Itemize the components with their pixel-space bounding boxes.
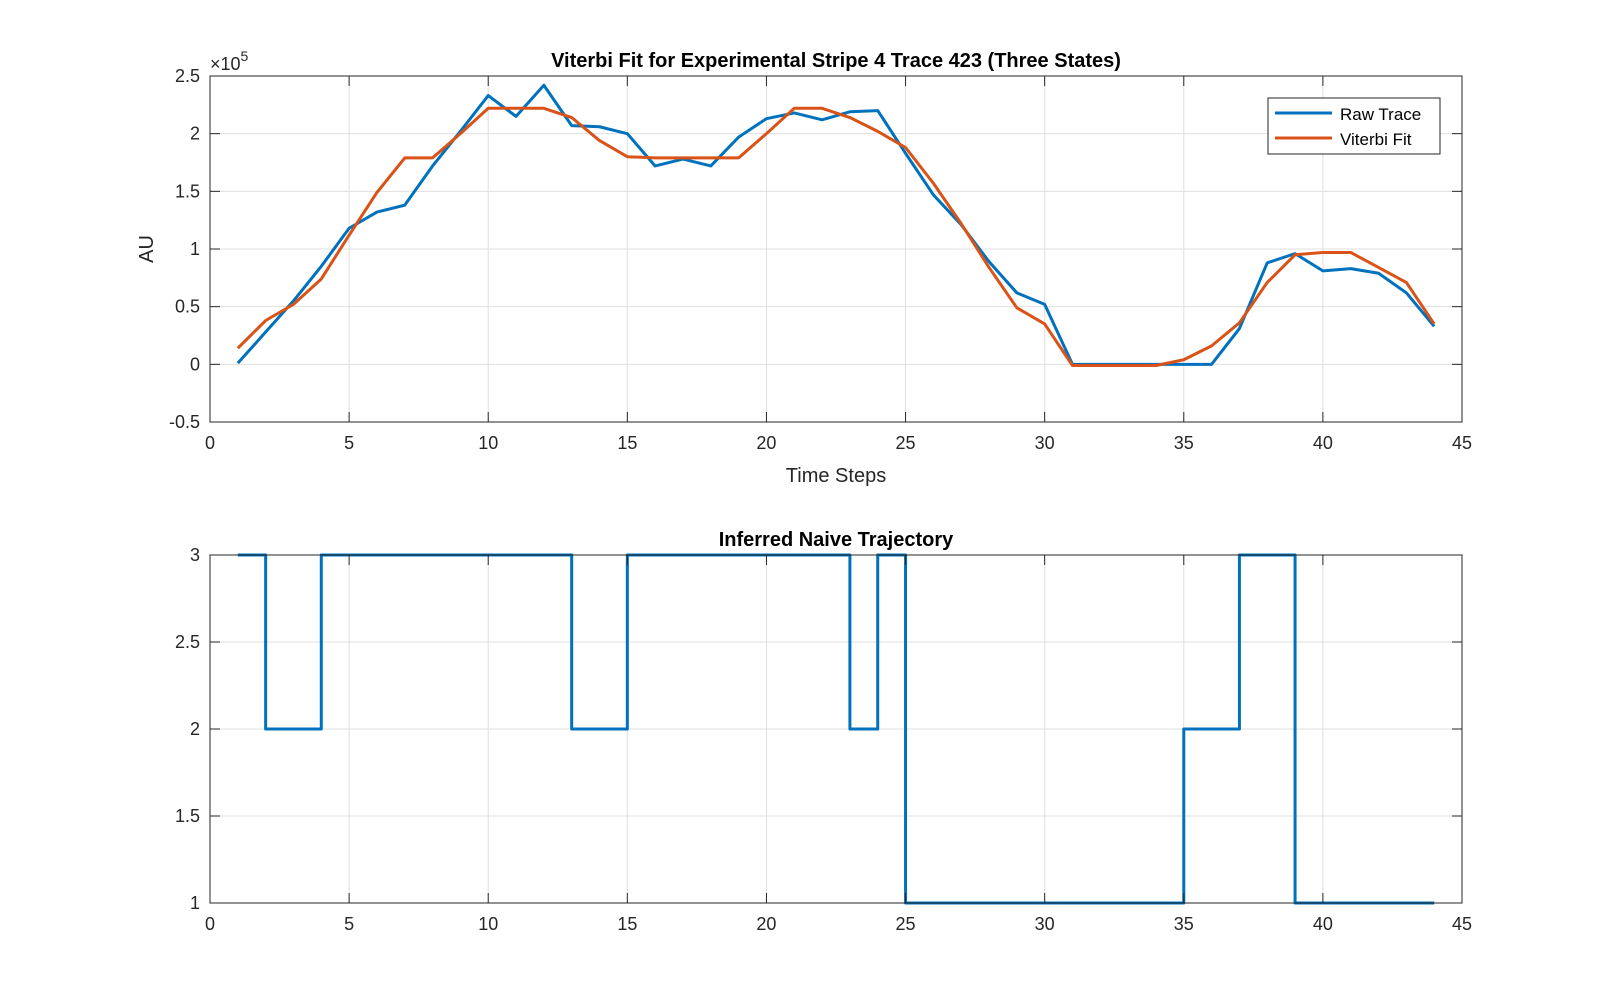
y-axis-label: AU: [136, 235, 158, 263]
y-tick-label: 1: [190, 893, 200, 913]
y-tick-label: 1.5: [175, 181, 200, 201]
y-tick-labels: -0.5 0 0.5 1 1.5 2 2.5: [169, 66, 200, 432]
y-exponent-base: ×10: [210, 54, 241, 74]
x-tick-label: 15: [617, 914, 637, 934]
y-tick-label: -0.5: [169, 412, 200, 432]
tick-marks: [209, 554, 1463, 904]
x-tick-label: 10: [478, 433, 498, 453]
x-tick-label: 20: [756, 914, 776, 934]
x-axis-label: Time Steps: [786, 465, 886, 487]
x-tick-labels: 0 5 10 15 20 25 30 35 40 45: [205, 433, 1472, 453]
x-tick-label: 0: [205, 914, 215, 934]
y-tick-label: 2: [190, 719, 200, 739]
y-tick-label: 0: [190, 354, 200, 374]
x-tick-label: 10: [478, 914, 498, 934]
y-exponent: ×105: [210, 48, 249, 74]
x-tick-label: 45: [1452, 433, 1472, 453]
x-tick-label: 35: [1174, 433, 1194, 453]
x-tick-label: 30: [1035, 433, 1055, 453]
series-line-viterbi-fit: [236, 106, 1436, 367]
legend-label-raw-trace: Raw Trace: [1340, 105, 1421, 124]
chart-title: Viterbi Fit for Experimental Stripe 4 Tr…: [551, 50, 1121, 72]
viterbi-fit-chart: 0 5 10 15 20 25 30 35 40 45 -0.500.511.522.5 Vite…: [136, 48, 1472, 487]
y-tick-label: 1: [190, 239, 200, 259]
legend: Raw Trace Viterbi Fit: [1267, 97, 1441, 155]
y-tick-label: 2.5: [175, 66, 200, 86]
x-tick-label: 45: [1452, 914, 1472, 934]
x-tick-label: 25: [896, 914, 916, 934]
y-exponent-power: 5: [241, 48, 249, 64]
y-tick-label: 0.5: [175, 297, 200, 317]
naive-trajectory-chart: 0 5 10 15 20 25 30 35 40 45 1 1.5 2 2.5 3 Inferred Na…: [175, 529, 1472, 934]
y-tick-label: 1.5: [175, 806, 200, 826]
x-tick-label: 5: [344, 914, 354, 934]
y-tick-label: 3: [190, 545, 200, 565]
y-tick-label: 2: [190, 124, 200, 144]
legend-box: [1267, 97, 1441, 155]
y-tick-label: 2.5: [175, 632, 200, 652]
chart-title: Inferred Naive Trajectory: [719, 529, 954, 551]
series-lines: [236, 83, 1436, 367]
x-tick-label: 35: [1174, 914, 1194, 934]
legend-label-viterbi-fit: Viterbi Fit: [1340, 130, 1412, 149]
tick-marks: [209, 75, 1463, 423]
x-tick-label: 30: [1035, 914, 1055, 934]
x-tick-label: 5: [344, 433, 354, 453]
series-line-raw-trace: [236, 83, 1436, 366]
x-tick-label: 20: [756, 433, 776, 453]
x-tick-label: 15: [617, 433, 637, 453]
x-tick-label: 25: [896, 433, 916, 453]
x-tick-label: 40: [1313, 433, 1333, 453]
x-tick-labels: 0 5 10 15 20 25 30 35 40 45: [205, 914, 1472, 934]
x-tick-label: 0: [205, 433, 215, 453]
y-tick-labels: 1 1.5 2 2.5 3: [175, 545, 200, 913]
x-tick-label: 40: [1313, 914, 1333, 934]
